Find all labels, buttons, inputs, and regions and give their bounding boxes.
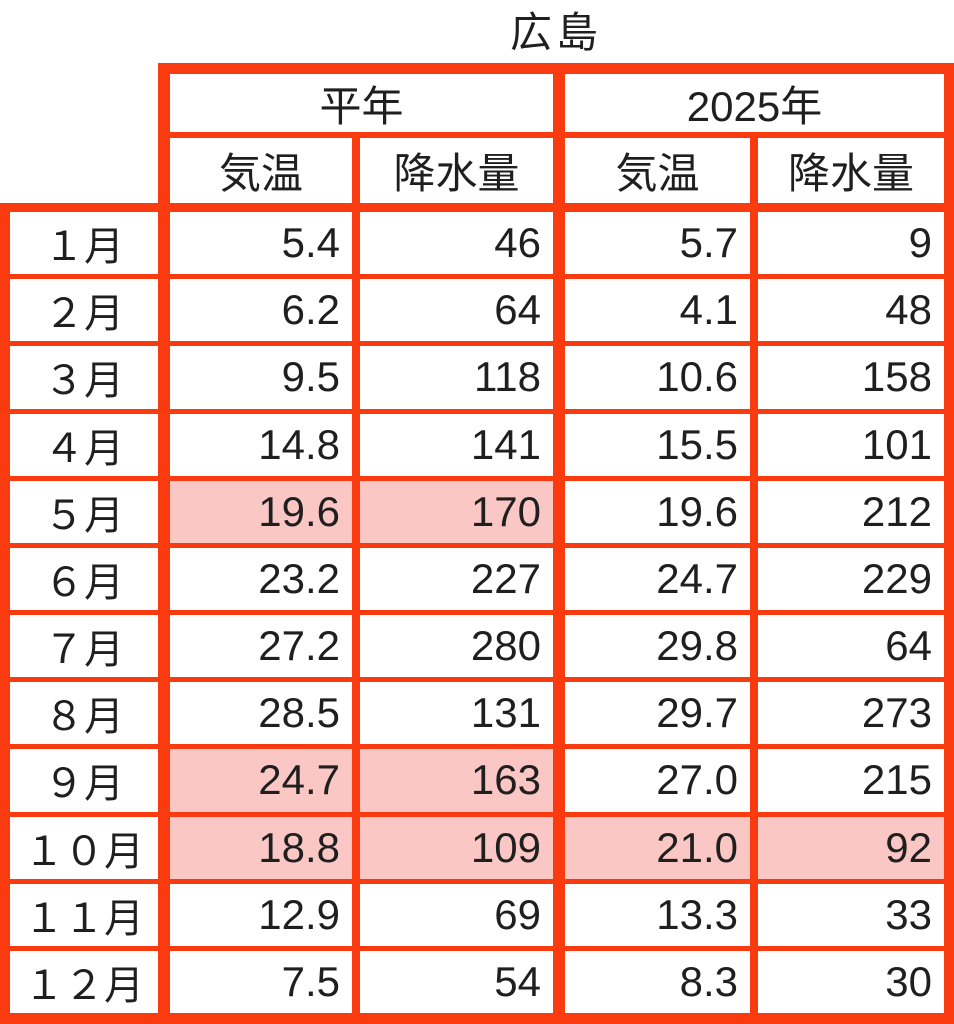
value-cell: 170 (360, 480, 553, 543)
value-cell: 215 (758, 749, 944, 812)
value-cell: 163 (360, 749, 553, 812)
month-cell: ４月 (10, 413, 158, 476)
value-cell: 18.8 (170, 816, 352, 879)
value-cell: 27.0 (565, 749, 750, 812)
value-cell: 9 (758, 212, 944, 275)
value-cell: 24.7 (170, 749, 352, 812)
value-cell: 4.1 (565, 279, 750, 342)
value-cell: 64 (758, 615, 944, 678)
value-cell: 6.2 (170, 279, 352, 342)
value-cell: 46 (360, 212, 553, 275)
value-cell: 92 (758, 816, 944, 879)
value-cell: 64 (360, 279, 553, 342)
value-cell: 109 (360, 816, 553, 879)
month-cell: ５月 (10, 480, 158, 543)
month-cell: １２月 (10, 950, 158, 1013)
value-cell: 141 (360, 413, 553, 476)
value-cell: 131 (360, 682, 553, 745)
value-cell: 229 (758, 547, 944, 610)
subheader-temperature-2025: 気温 (565, 138, 750, 203)
value-cell: 5.4 (170, 212, 352, 275)
month-cell: ３月 (10, 346, 158, 409)
table-title: 広島 (509, 8, 602, 56)
value-cell: 28.5 (170, 682, 352, 745)
value-cell: 7.5 (170, 950, 352, 1013)
value-cell: 8.3 (565, 950, 750, 1013)
month-cell: ７月 (10, 615, 158, 678)
value-cell: 158 (758, 346, 944, 409)
month-cell: １１月 (10, 883, 158, 946)
value-cell: 24.7 (565, 547, 750, 610)
subheader-temperature-normal: 気温 (170, 138, 352, 203)
value-cell: 5.7 (565, 212, 750, 275)
value-cell: 30 (758, 950, 944, 1013)
value-cell: 14.8 (170, 413, 352, 476)
column-group-2025: 2025年 (565, 74, 944, 132)
month-cell: １０月 (10, 816, 158, 879)
value-cell: 23.2 (170, 547, 352, 610)
month-cell: ６月 (10, 547, 158, 610)
value-cell: 9.5 (170, 346, 352, 409)
value-cell: 227 (360, 547, 553, 610)
table-body: １月 5.4 46 5.7 9 ２月 6.2 64 4.1 48 ３月 9.5 118 10.6 158 ４月… (0, 203, 954, 1024)
value-cell: 15.5 (565, 413, 750, 476)
value-cell: 13.3 (565, 883, 750, 946)
value-cell: 280 (360, 615, 553, 678)
value-cell: 19.6 (565, 480, 750, 543)
value-cell: 27.2 (170, 615, 352, 678)
value-cell: 118 (360, 346, 553, 409)
value-cell: 69 (360, 883, 553, 946)
value-cell: 54 (360, 950, 553, 1013)
value-cell: 29.8 (565, 615, 750, 678)
value-cell: 19.6 (170, 480, 352, 543)
value-cell: 12.9 (170, 883, 352, 946)
subheader-precipitation-2025: 降水量 (758, 138, 944, 203)
month-cell: １月 (10, 212, 158, 275)
value-cell: 21.0 (565, 816, 750, 879)
value-cell: 48 (758, 279, 944, 342)
table-header: 平年 2025年 気温 降水量 気温 降水量 (158, 63, 954, 203)
column-group-normal-year: 平年 (170, 74, 553, 132)
value-cell: 273 (758, 682, 944, 745)
value-cell: 10.6 (565, 346, 750, 409)
value-cell: 101 (758, 413, 944, 476)
month-cell: ２月 (10, 279, 158, 342)
subheader-precipitation-normal: 降水量 (360, 138, 553, 203)
month-cell: ８月 (10, 682, 158, 745)
month-cell: ９月 (10, 749, 158, 812)
value-cell: 29.7 (565, 682, 750, 745)
value-cell: 212 (758, 480, 944, 543)
value-cell: 33 (758, 883, 944, 946)
